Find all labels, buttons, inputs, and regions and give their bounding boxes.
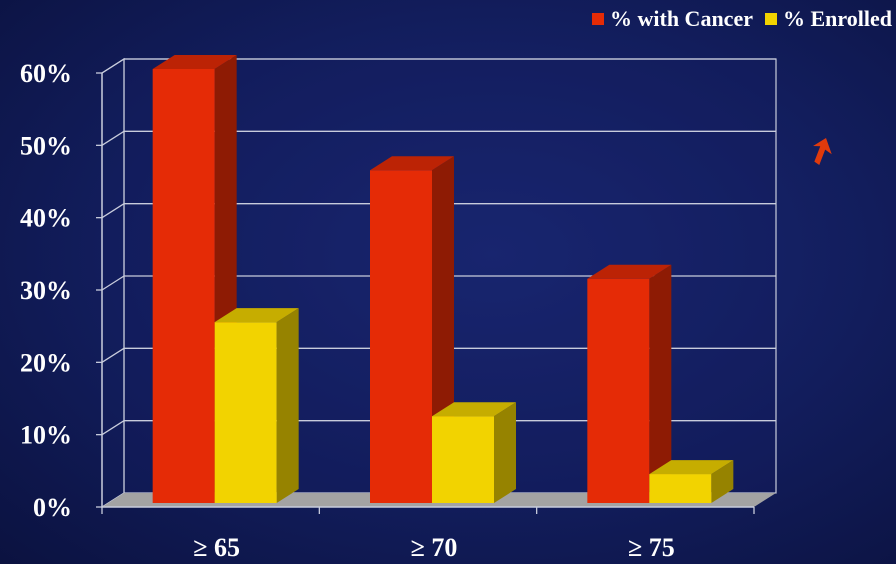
x-category-label: ≥ 75 [628, 533, 675, 562]
gridline-slant [101, 420, 125, 436]
y-tick-label: 50% [20, 131, 72, 160]
chart-legend: % with Cancer % Enrolled [592, 6, 892, 32]
legend-swatch-enrolled [764, 13, 777, 25]
legend-label-cancer: % with Cancer [610, 6, 753, 31]
x-category-label: ≥ 65 [193, 533, 240, 562]
gridline-slant [101, 347, 125, 363]
bar-enrolled-2-top [649, 460, 734, 475]
arrow-cursor-icon [813, 138, 832, 166]
y-tick-label: 40% [20, 204, 72, 233]
bar-cancer-2-side [649, 264, 672, 503]
gridline-slant [101, 58, 125, 74]
gridline-slant [101, 130, 125, 146]
gridline-slant [101, 203, 125, 219]
bar-enrolled-0 [214, 322, 277, 503]
y-tick-label: 20% [20, 348, 72, 377]
bar-enrolled-0-top [214, 308, 299, 323]
bar-cancer-0-top [152, 55, 237, 69]
bar-cancer-2 [587, 278, 650, 503]
bar-enrolled-0-side [276, 308, 299, 503]
y-tick-label: 30% [20, 276, 72, 305]
gridline-slant [101, 275, 125, 291]
legend-item-cancer: % with Cancer [592, 6, 753, 32]
y-tick-label: 0% [33, 493, 72, 522]
bar-cancer-0 [152, 69, 215, 503]
bar-cancer-1 [370, 170, 432, 503]
legend-label-enrolled: % Enrolled [782, 6, 892, 31]
bar-cancer-1-top [370, 156, 454, 171]
bar-enrolled-1 [432, 416, 494, 503]
x-category-label: ≥ 70 [411, 533, 458, 562]
bar-enrolled-1-side [494, 402, 516, 503]
bar-cancer-2-top [587, 264, 672, 279]
bar-enrolled-1-top [432, 402, 516, 417]
y-tick-label: 60% [20, 59, 72, 88]
legend-swatch-cancer [592, 13, 604, 25]
bar-enrolled-2-side [711, 460, 734, 503]
legend-item-enrolled: % Enrolled [764, 6, 892, 32]
arrow-cursor-shape [813, 138, 832, 166]
bar-enrolled-2 [649, 474, 712, 503]
y-tick-label: 10% [20, 421, 72, 450]
